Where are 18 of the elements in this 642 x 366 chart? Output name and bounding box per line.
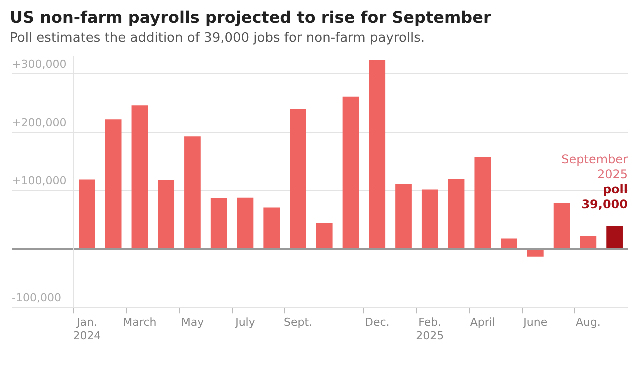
x-tick-label: June — [522, 316, 548, 330]
x-tick-label: Jan. 2024 — [73, 316, 102, 342]
chart-title: US non-farm payrolls projected to rise for September — [10, 8, 492, 27]
x-tick-label: Sept. — [284, 316, 313, 330]
annotation: poll 39,000 — [582, 182, 628, 212]
x-tick-label: Feb. 2025 — [416, 316, 444, 342]
x-tick-label: March — [123, 316, 157, 330]
x-tick-label: April — [470, 316, 496, 330]
annotation: September 2025 — [562, 152, 628, 182]
chart-subtitle: Poll estimates the addition of 39,000 jobs for non-farm payrolls. — [10, 31, 426, 46]
x-tick-label: Dec. — [364, 316, 390, 330]
x-tick-label: July — [234, 316, 256, 330]
y-tick-label: +100,000 — [12, 174, 67, 188]
x-tick-label: Aug. — [576, 316, 601, 330]
y-tick-label: +200,000 — [12, 116, 67, 130]
y-tick-label: +300,000 — [12, 58, 67, 71]
x-tick-label: May — [181, 316, 205, 330]
y-tick-label: -100,000 — [12, 291, 62, 304]
